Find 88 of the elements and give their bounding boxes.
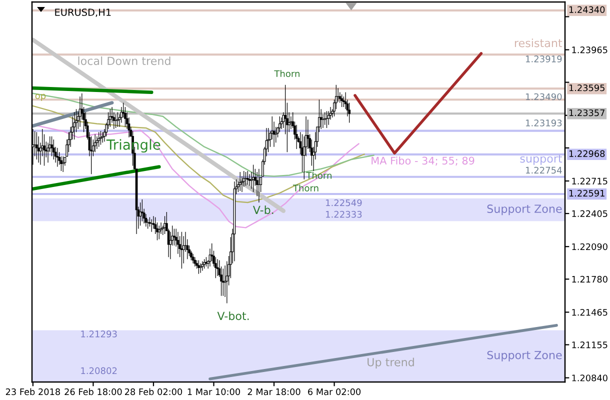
- candlestick: [150, 218, 153, 232]
- candlestick: [124, 106, 126, 128]
- candlestick: [173, 228, 176, 246]
- annotation: 1.21293: [81, 330, 117, 338]
- candlestick: [246, 170, 249, 185]
- candlestick: [238, 172, 242, 192]
- candlestick: [216, 258, 219, 276]
- candlestick: [108, 108, 112, 128]
- candlestick: [244, 172, 247, 186]
- y-tick-label: 1.22090: [572, 243, 608, 250]
- band-label: Support Zone: [487, 204, 562, 216]
- candlestick: [120, 106, 123, 124]
- candlestick: [100, 130, 102, 146]
- candlestick: [295, 124, 298, 150]
- x-tick-label: 1 Mar 10:00: [188, 388, 240, 396]
- annotation: 1.23193: [526, 120, 562, 126]
- annotation: 1.22549: [326, 199, 362, 206]
- candlestick: [176, 232, 180, 254]
- candlestick: [201, 260, 204, 272]
- candlestick: [340, 94, 343, 108]
- annotation: resistant: [514, 38, 562, 48]
- candlestick: [90, 136, 93, 174]
- candlestick: [258, 168, 260, 203]
- y-tick-label: 1.21780: [572, 276, 608, 283]
- ref-line-label: 1.23357: [569, 109, 604, 116]
- candlestick: [164, 216, 166, 234]
- band-label: Support Zone: [487, 350, 562, 362]
- candlestick: [116, 112, 119, 128]
- candlestick: [203, 258, 206, 269]
- annotation: 1.20802: [81, 367, 117, 374]
- annotation: 1.22754: [526, 166, 562, 174]
- candlestick: [158, 225, 160, 240]
- candlestick: [252, 164, 254, 192]
- candlestick: [114, 114, 117, 128]
- x-tick-label: 6 Mar 02:00: [308, 388, 361, 396]
- y-tick-label: 1.22715: [572, 178, 608, 184]
- candlestick: [139, 202, 142, 226]
- candlestick: [56, 148, 59, 168]
- annotation: op: [35, 94, 46, 101]
- candlestick: [194, 256, 196, 267]
- y-tick-label: 1.23965: [572, 46, 608, 54]
- candlestick: [101, 132, 104, 143]
- candlestick: [50, 136, 53, 157]
- ref-line-label: 1.22591: [569, 190, 604, 197]
- candlestick: [140, 199, 144, 222]
- x-tick-label: 2 Mar 18:00: [248, 388, 300, 396]
- y-tick-label: 1.22405: [572, 210, 608, 218]
- annotation: MA Fibo - 34; 55; 89: [372, 156, 474, 166]
- candlestick: [324, 112, 326, 126]
- annotation: V-b.: [252, 206, 274, 214]
- candlestick: [233, 181, 236, 262]
- candlestick: [205, 256, 208, 267]
- candlestick: [199, 263, 202, 274]
- candlestick: [60, 156, 62, 172]
- annotation: 1.23919: [526, 56, 562, 62]
- candlestick: [98, 132, 100, 148]
- x-tick-label: 26 Feb 18:00: [64, 388, 122, 396]
- candlestick: [62, 156, 64, 172]
- annotation: Thorn: [274, 70, 300, 78]
- annotation: Up trend: [368, 358, 414, 368]
- annotation: Thorn: [292, 184, 318, 192]
- candlestick: [52, 139, 55, 160]
- x-tick-label: 23 Feb 2018: [6, 388, 60, 396]
- candlestick: [326, 110, 328, 128]
- ref-line-label: 1.22968: [569, 150, 605, 157]
- candlestick: [73, 112, 76, 140]
- candlestick: [192, 254, 194, 264]
- candlestick: [96, 136, 98, 150]
- annotation: V-bot.: [217, 312, 249, 320]
- candlestick: [198, 260, 200, 274]
- candlestick: [327, 110, 330, 126]
- y-tick-label: 1.21465: [572, 308, 608, 316]
- annotation: 1.23490: [526, 93, 562, 100]
- y-tick-label: 1.20840: [572, 374, 608, 382]
- annotation: local Down trend: [78, 56, 170, 66]
- candlestick: [248, 174, 251, 186]
- annotation: support: [520, 154, 562, 165]
- candlestick: [348, 102, 351, 124]
- annotation: 1.22333: [326, 210, 362, 218]
- candlestick: [180, 232, 183, 269]
- candlestick: [94, 134, 96, 152]
- ref-line-label: 1.24340: [569, 6, 605, 13]
- candlestick: [267, 128, 270, 152]
- x-tick-label: 28 Feb 02:00: [124, 388, 182, 396]
- candlestick: [342, 96, 345, 108]
- y-tick-label: 1.21155: [572, 342, 608, 348]
- text: EURUSD,H1: [55, 8, 111, 17]
- ref-line-label: 1.23595: [569, 84, 604, 92]
